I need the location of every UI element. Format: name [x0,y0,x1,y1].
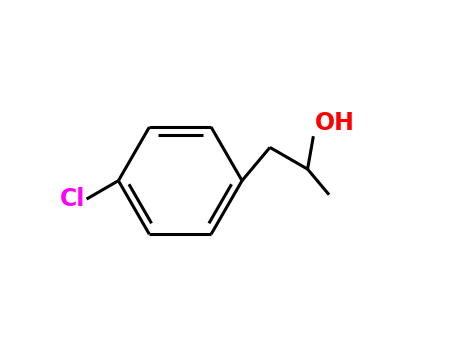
Text: Cl: Cl [59,187,85,211]
Text: OH: OH [315,111,355,135]
